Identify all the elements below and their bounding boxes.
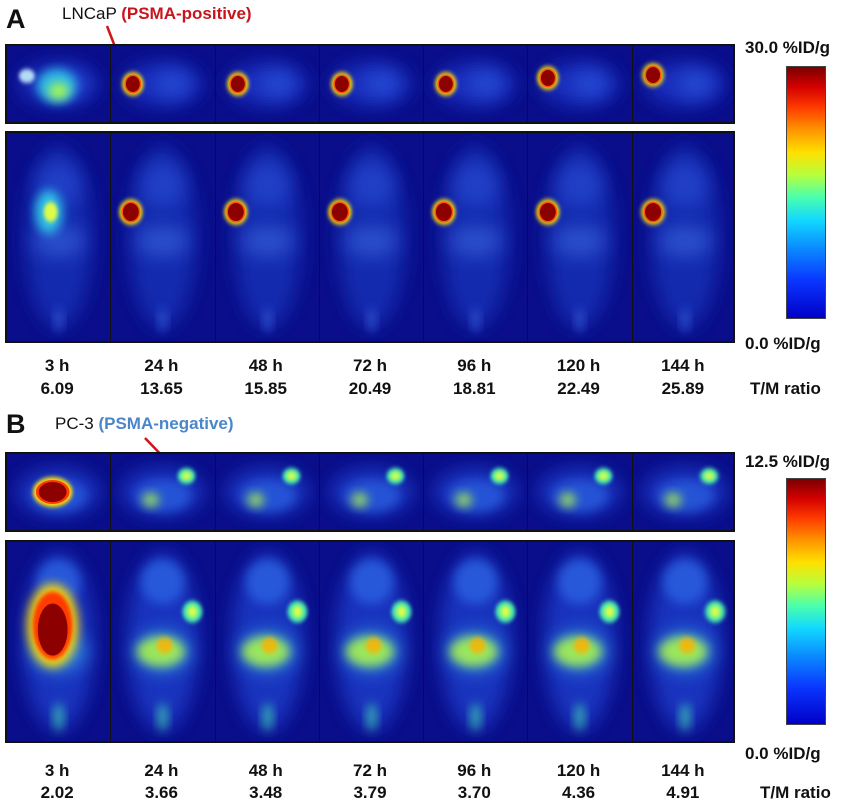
- scan-frame: [7, 542, 112, 741]
- panel-a-colorbar: [786, 66, 826, 319]
- scan-frame: [633, 133, 733, 341]
- scan-frame: [320, 133, 425, 341]
- scan-frame: [111, 46, 216, 122]
- time-point-label: 48 h: [248, 356, 283, 375]
- tm-ratio-value: 6.09: [40, 379, 74, 398]
- panel-a-cell-line-suffix: (PSMA-positive): [121, 4, 252, 23]
- panel-b-cell-line-suffix: (PSMA-negative): [98, 414, 234, 433]
- tm-ratio-value: 20.49: [348, 379, 392, 398]
- scan-frame: [7, 454, 112, 530]
- panel-a-letter: A: [6, 4, 26, 34]
- scan-frame: [7, 133, 112, 341]
- panel-b-cell-line-name: PC-3: [55, 414, 99, 433]
- scan-frame: [424, 46, 529, 122]
- panel-a-scale-max: 30.0 %ID/g: [745, 38, 831, 57]
- scan-frame: [111, 542, 216, 741]
- scan-frame: [216, 454, 320, 530]
- panel-b-ratio-header: T/M ratio: [760, 783, 831, 802]
- scan-frame: [111, 133, 216, 341]
- tm-ratio-value: 15.85: [244, 379, 287, 398]
- scan-frame: [424, 454, 529, 530]
- scan-frame: [424, 133, 529, 341]
- scan-frame: [528, 133, 633, 341]
- tm-ratio-value: 3.70: [457, 783, 491, 802]
- scan-frame: [216, 46, 320, 122]
- tm-ratio-value: 3.48: [249, 783, 283, 802]
- scan-frame: [320, 454, 425, 530]
- tm-ratio-value: 25.89: [661, 379, 705, 398]
- panel-a-scale-min: 0.0 %ID/g: [745, 334, 821, 353]
- time-point-label: 72 h: [352, 761, 388, 780]
- panel-a-ratio-header: T/M ratio: [750, 379, 821, 398]
- scan-frame: [216, 542, 320, 741]
- panel-b-colorbar: [786, 478, 826, 725]
- scan-frame: [633, 46, 733, 122]
- scan-frame: [528, 542, 633, 741]
- scan-frame: [111, 454, 216, 530]
- tm-ratio-value: 22.49: [557, 379, 600, 398]
- scan-frame: [320, 542, 425, 741]
- scan-frame: [633, 542, 733, 741]
- time-point-label: 144 h: [661, 356, 705, 375]
- time-point-label: 72 h: [352, 356, 388, 375]
- scan-frame: [7, 46, 112, 122]
- scan-frame: [424, 542, 529, 741]
- scan-frame: [528, 46, 633, 122]
- scan-frame: [633, 454, 733, 530]
- panel-b-scale-max: 12.5 %ID/g: [745, 452, 831, 471]
- tm-ratio-value: 13.65: [140, 379, 183, 398]
- tm-ratio-value: 4.91: [666, 783, 700, 802]
- panel-b-scale-min: 0.0 %ID/g: [745, 744, 821, 763]
- scan-frame: [528, 454, 633, 530]
- panel-a-axial-strip: [5, 44, 735, 124]
- time-point-label: 96 h: [457, 761, 492, 780]
- panel-b-letter: B: [6, 409, 26, 439]
- time-point-label: 3 h: [44, 356, 70, 375]
- time-point-label: 3 h: [44, 761, 70, 780]
- tm-ratio-value: 2.02: [40, 783, 74, 802]
- panel-b-axial-strip: [5, 452, 735, 532]
- time-point-label: 120 h: [556, 761, 601, 780]
- time-point-label: 24 h: [144, 356, 179, 375]
- panel-a-coronal-strip: [5, 131, 735, 343]
- time-point-label: 24 h: [144, 761, 179, 780]
- time-point-label: 48 h: [248, 761, 283, 780]
- tm-ratio-value: 3.79: [353, 783, 387, 802]
- tm-ratio-value: 3.66: [144, 783, 178, 802]
- time-point-label: 144 h: [661, 761, 705, 780]
- time-point-label: 120 h: [556, 356, 601, 375]
- panel-b-cell-line-label: PC-3 (PSMA-negative): [55, 414, 234, 434]
- time-point-label: 96 h: [457, 356, 492, 375]
- tm-ratio-value: 18.81: [453, 379, 496, 398]
- panel-b-coronal-strip: [5, 540, 735, 743]
- panel-a-cell-line-label: LNCaP (PSMA-positive): [62, 4, 252, 24]
- panel-a-cell-line-name: LNCaP: [62, 4, 122, 23]
- tm-ratio-value: 4.36: [562, 783, 596, 802]
- scan-frame: [216, 133, 320, 341]
- scan-frame: [320, 46, 425, 122]
